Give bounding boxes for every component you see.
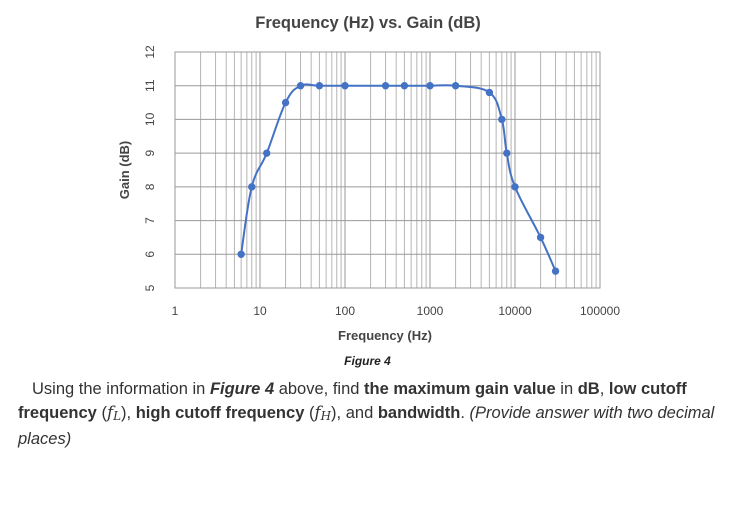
- q-part: above, find: [274, 380, 365, 398]
- q-bold: dB: [577, 380, 600, 398]
- q-bold: high cutoff frequency: [135, 404, 305, 422]
- q-note: (Provide answer with two decimal places): [18, 404, 715, 448]
- figure-ref: Figure 4: [209, 380, 275, 398]
- q-part: ), and: [331, 404, 378, 422]
- sub-l: L: [113, 409, 122, 423]
- figure-label: Figure 4: [344, 354, 391, 368]
- data-point: [248, 183, 256, 191]
- y-tick-label: 7: [143, 217, 157, 224]
- data-point: [315, 82, 324, 90]
- data-point: [498, 115, 506, 124]
- var-f: f: [106, 403, 114, 422]
- y-tick-label: 8: [143, 183, 157, 190]
- data-point: [503, 149, 511, 157]
- x-tick-label: 10000: [498, 304, 532, 318]
- q-bold: the maximum gain value: [364, 380, 556, 398]
- q-bold: bandwidth: [377, 404, 461, 422]
- x-tick-label: 1000: [417, 304, 444, 318]
- y-tick-label: 10: [143, 112, 157, 126]
- q-part: (: [96, 404, 107, 422]
- x-tick-label: 10: [253, 304, 267, 318]
- series-line: [240, 83, 557, 272]
- data-point: [551, 267, 560, 275]
- q-bold: low cutoff frequency: [18, 380, 687, 422]
- gain-chart: Frequency (Hz) vs. Gain (dB) 1 10 100 1000 1…: [117, 14, 620, 343]
- x-axis-label: Frequency (Hz): [338, 328, 432, 343]
- data-point: [281, 98, 290, 107]
- data-point: [341, 82, 349, 90]
- q-part: ),: [121, 404, 136, 422]
- y-tick-label: 12: [143, 45, 157, 59]
- q-part: ,: [599, 380, 609, 398]
- data-point: [381, 82, 390, 90]
- q-part: .: [460, 404, 470, 422]
- chart-title: Frequency (Hz) vs. Gain (dB): [255, 14, 481, 32]
- x-tick-label: 100000: [580, 304, 620, 318]
- data-point: [296, 82, 305, 90]
- y-tick-label: 9: [143, 149, 157, 156]
- data-point: [263, 149, 271, 157]
- data-point: [536, 233, 545, 242]
- data-point: [400, 82, 409, 90]
- var-f: f: [314, 403, 321, 422]
- q-part: (: [304, 404, 315, 422]
- q-part: in: [555, 380, 578, 398]
- data-point: [426, 82, 434, 90]
- data-point: [237, 250, 245, 258]
- x-tick-label: 1: [172, 304, 179, 318]
- sub-h: H: [320, 409, 332, 423]
- plot-grid: [174, 51, 601, 289]
- axis-tick-labels: 1 10 100 1000 10000 100000 5 6 7 8 9 10 11 12: [143, 45, 620, 318]
- data-point: [451, 82, 460, 90]
- series-gain: [237, 82, 560, 275]
- x-tick-label: 100: [335, 304, 355, 318]
- y-tick-label: 11: [143, 79, 157, 92]
- y-tick-label: 5: [143, 284, 157, 291]
- q-part: Using the information in: [32, 380, 210, 398]
- y-axis-label: Gain (dB): [117, 141, 132, 200]
- y-tick-label: 6: [143, 251, 157, 258]
- question-text: Using the information in Figure 4 above,…: [18, 378, 718, 451]
- data-point: [511, 183, 519, 191]
- data-point: [485, 88, 494, 97]
